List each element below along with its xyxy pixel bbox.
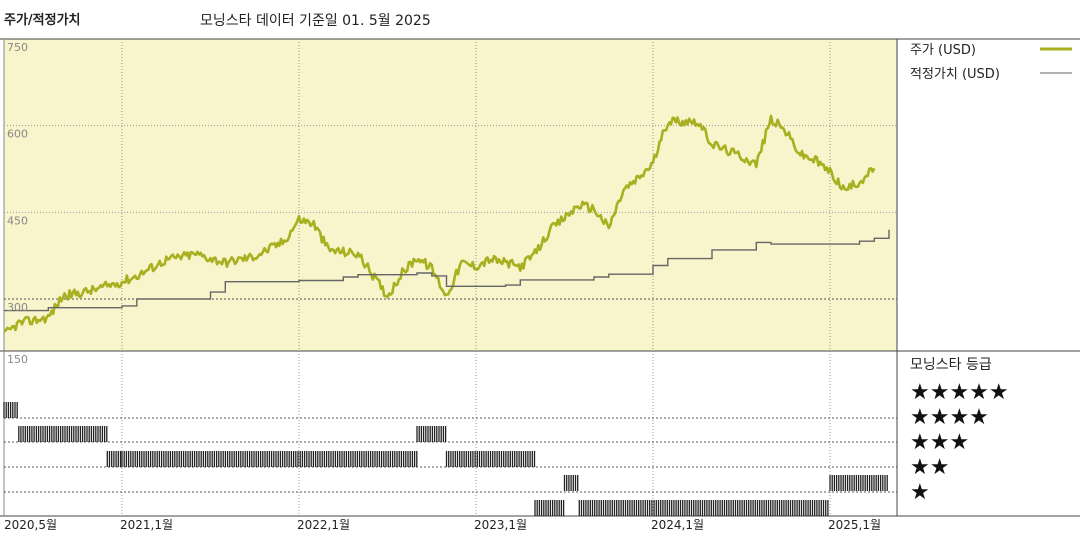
rating-5-stars: ★★★★★ [910,380,1009,405]
y-tick-label: 450 [7,214,28,227]
price-line [3,114,876,333]
price-plot-background [4,39,897,351]
x-tick-label: 2022,1월 [297,518,350,532]
legend-fair-value-label: 적정가치 (USD) [910,67,1000,82]
rating-bar [18,426,108,442]
y-tick-label: 300 [7,301,28,314]
rating-bar [534,500,565,516]
rating-bar [3,402,18,418]
x-tick-label: 2024,1월 [651,518,704,532]
grid-layer [0,38,1080,517]
rating-bar [416,426,447,442]
x-tick-label: 2025,1월 [828,518,881,532]
rating-4-stars: ★★★★ [910,405,989,430]
series-layer [3,114,890,333]
y-tick-label: 600 [7,128,28,141]
rating-legend: 모닝스타 등급 ★★★★★ ★★★★ ★★★ ★★ ★ [910,357,1009,505]
rating-bar [445,451,536,467]
x-tick-label: 2023,1월 [474,518,527,532]
x-tick-label: 2021,1월 [120,518,173,532]
rating-bar [106,451,122,467]
y-tick-label: 750 [7,41,28,54]
rating-2-stars: ★★ [910,455,949,480]
rating-bar [563,475,579,491]
rating-title: 모닝스타 등급 [910,357,992,373]
legend: 주가 (USD) 적정가치 (USD) [910,43,1072,82]
rating-bar [121,451,418,467]
chart-subtitle: 모닝스타 데이터 기준일 01. 5월 2025 [200,13,431,29]
rating-1-star: ★ [910,480,930,505]
fair-value-line [4,229,890,312]
x-tick-label: 2020,5월 [4,518,57,532]
tick-layer: 750 600 450 300 150 2020,5월 2021,1월 2022,1월 2023… [4,41,881,532]
legend-price-label: 주가 (USD) [910,43,976,58]
rating-3-stars: ★★★ [910,430,969,455]
rating-bar [578,500,829,516]
rating-layer [3,402,888,516]
rating-bar [829,475,888,491]
chart-title: 주가/적정가치 [4,13,81,28]
y-tick-label: 150 [7,353,28,366]
